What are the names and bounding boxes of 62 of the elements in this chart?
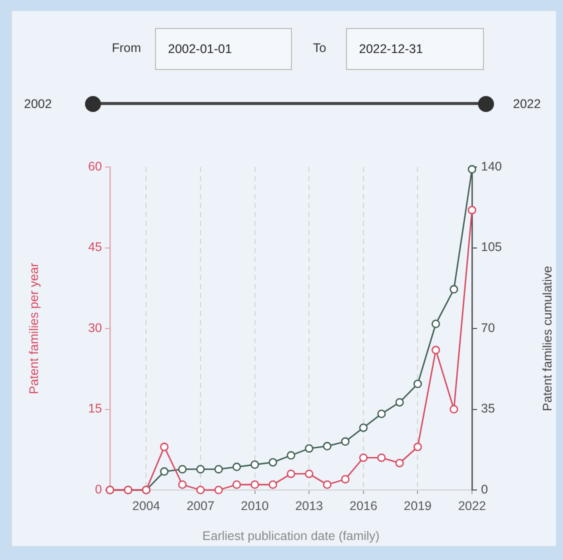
point <box>322 480 332 489</box>
point <box>232 462 241 472</box>
point <box>450 285 458 294</box>
point <box>268 458 278 467</box>
x-tick-label: 2022 <box>458 498 486 513</box>
x-tick-label: 2016 <box>349 498 378 513</box>
y2-axis-title: Patent families cumulative <box>540 266 554 412</box>
y2-tick-label: 140 <box>481 159 502 174</box>
point <box>196 464 205 474</box>
point <box>341 474 350 484</box>
text: 2022 <box>513 96 541 112</box>
point <box>395 398 404 407</box>
point <box>286 451 296 460</box>
point <box>359 423 368 432</box>
point <box>214 464 223 474</box>
x-tick-label: 2013 <box>295 498 324 513</box>
point <box>468 165 476 174</box>
y-tick-label: 60 <box>88 159 102 174</box>
y2-tick-label: 105 <box>481 240 502 254</box>
point <box>468 206 476 214</box>
point <box>322 442 332 450</box>
point <box>250 460 260 469</box>
y-axis-title: Patent families per year <box>26 262 41 394</box>
point <box>178 480 187 489</box>
y2-tick-label: 0 <box>481 482 488 496</box>
point <box>232 480 241 489</box>
point <box>304 470 314 478</box>
point <box>341 437 350 446</box>
point <box>413 442 422 452</box>
point <box>304 444 314 453</box>
point <box>359 453 368 462</box>
y-tick-label: 15 <box>88 402 102 416</box>
text: 2002 <box>24 96 52 112</box>
point <box>450 405 458 414</box>
y2-tick-label: 70 <box>481 320 495 335</box>
date-input: 2022-12-31 <box>346 28 484 70</box>
x-tick-label: 2019 <box>404 498 432 513</box>
x-axis-title: Earliest publication date (family) <box>202 528 380 543</box>
point <box>160 442 169 452</box>
text: To <box>313 40 326 56</box>
point <box>268 480 278 489</box>
x-tick-label: 2007 <box>186 498 214 513</box>
point <box>160 467 169 476</box>
point <box>432 320 440 328</box>
date-input: 2002-01-01 <box>155 28 292 70</box>
y-tick-label: 0 <box>95 482 102 496</box>
point <box>286 470 296 478</box>
point <box>377 453 386 462</box>
point <box>214 486 223 494</box>
point <box>250 480 260 489</box>
y-tick-label: 30 <box>88 320 102 335</box>
point <box>178 464 187 474</box>
y-tick-label: 45 <box>88 240 102 254</box>
point <box>377 410 386 418</box>
y2-tick-label: 35 <box>481 402 495 416</box>
point <box>413 380 422 388</box>
point <box>395 458 404 468</box>
point <box>432 346 440 354</box>
point <box>196 486 205 494</box>
x-tick-label: 2004 <box>132 498 160 513</box>
text: From <box>112 40 141 56</box>
x-tick-label: 2010 <box>240 498 269 513</box>
